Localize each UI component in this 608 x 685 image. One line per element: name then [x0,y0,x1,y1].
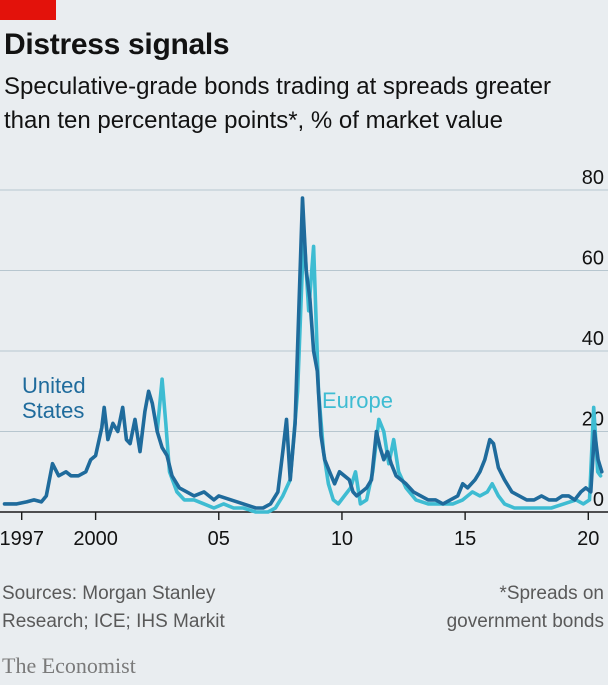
subtitle-line-2: than ten percentage points*, % of market… [4,107,503,134]
y-tick-label: 40 [582,328,604,350]
footnote: *Spreads on government bonds [447,580,604,636]
series-label-europe: Europe [322,388,393,413]
sources-note: Sources: Morgan Stanley Research; ICE; I… [2,580,225,636]
line-chart: 0 20 40 60 80 1997 2000 05 10 15 20 United States… [0,167,608,550]
sources-line-1: Sources: Morgan Stanley [2,583,216,604]
x-tick-label: 1997 [0,528,44,550]
x-tick-label: 10 [331,528,353,550]
y-tick-label: 60 [582,248,604,270]
series-label-united-states-line-1: United [22,373,86,398]
x-tick-label: 05 [208,528,230,550]
brand-red-tag [0,0,56,20]
series-line-united-states [2,196,604,510]
x-axis-ticks: 1997 2000 05 10 15 20 [0,512,599,550]
x-tick-label: 2000 [73,528,118,550]
subtitle-line-1: Speculative-grade bonds trading at sprea… [4,73,552,100]
x-tick-label: 20 [577,528,599,550]
y-tick-label: 80 [582,167,604,189]
x-tick-label: 15 [454,528,476,550]
chart-title: Distress signals [4,28,230,61]
series-label-united-states-line-2: States [22,398,84,423]
sources-line-2: Research; ICE; IHS Markit [2,611,225,632]
chart-subtitle: Speculative-grade bonds trading at sprea… [4,70,604,138]
publisher-brand: The Economist [2,653,136,678]
series-line-europe [155,228,603,514]
y-tick-label: 0 [593,489,604,511]
series-lines [2,196,604,514]
footnote-line-2: government bonds [446,611,604,632]
footnote-line-1: *Spreads on [499,583,604,604]
